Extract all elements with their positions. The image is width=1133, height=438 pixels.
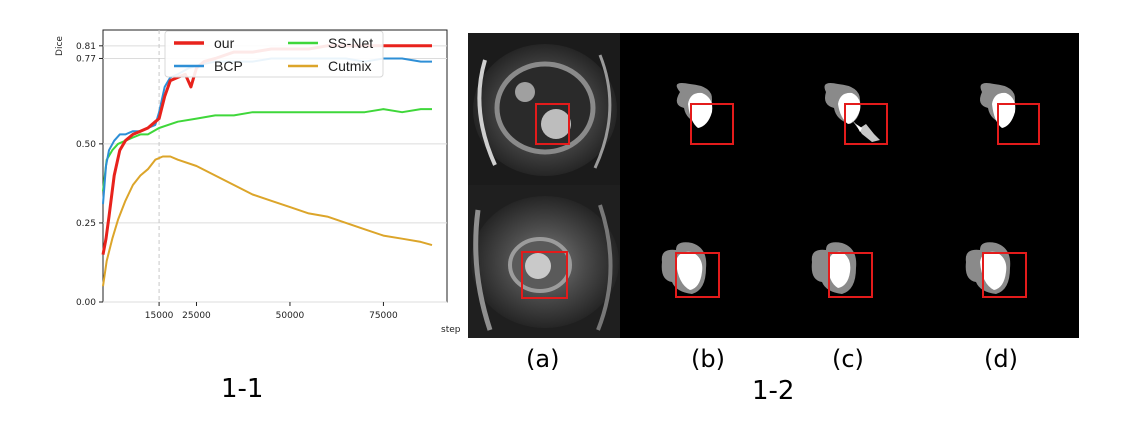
segmentation-b-top: [676, 83, 734, 145]
x-tick-label: 75000: [369, 311, 398, 321]
column-label-a: (a): [526, 345, 560, 373]
x-tick-label: 50000: [276, 311, 305, 321]
roi-box: [982, 252, 1027, 298]
legend-label: BCP: [214, 58, 243, 74]
y-tick-label: 0.00: [76, 298, 96, 308]
column-label-d: (d): [984, 345, 1018, 373]
x-tick-label: 25000: [182, 311, 211, 321]
y-tick-label: 0.81: [76, 42, 96, 52]
y-tick-label: 0.77: [76, 54, 96, 64]
roi-box: [997, 103, 1040, 145]
x-axis-label: step: [441, 325, 460, 335]
segmentation-d-top: [980, 83, 1040, 145]
x-tick-label: 15000: [145, 311, 174, 321]
y-tick-label: 0.50: [76, 140, 96, 150]
image-panel-label: 1-2: [752, 376, 795, 406]
legend-label: our: [214, 35, 235, 51]
mri-image-bottom: [468, 185, 620, 338]
series-line-ss-net: [102, 108, 432, 192]
dice-line-chart: 0.00 0.25 0.50 0.77 0.81 15000 25000 50000 75000…: [55, 29, 460, 335]
column-label-c: (c): [832, 345, 864, 373]
series-line-cutmix: [102, 155, 433, 287]
mri-image-top: [468, 33, 620, 185]
y-tick-label: 0.25: [76, 219, 96, 229]
segmentation-d-bottom: [965, 242, 1027, 298]
segmentation-c-bottom: [811, 242, 873, 298]
segmentation-background: [468, 33, 1079, 338]
roi-box: [535, 103, 570, 145]
y-axis-label: Dice: [55, 36, 65, 56]
segmentation-b-bottom: [661, 242, 720, 298]
roi-box: [690, 103, 734, 145]
roi-box: [521, 251, 568, 299]
chart-panel-label: 1-1: [221, 374, 264, 404]
column-label-b: (b): [691, 345, 725, 373]
roi-box: [844, 103, 888, 145]
roi-box: [828, 252, 873, 298]
legend-label: Cutmix: [328, 58, 372, 74]
legend-label: SS-Net: [328, 35, 373, 51]
segmentation-c-top: [824, 83, 888, 145]
roi-box: [675, 252, 720, 298]
legend-box: [164, 30, 384, 78]
